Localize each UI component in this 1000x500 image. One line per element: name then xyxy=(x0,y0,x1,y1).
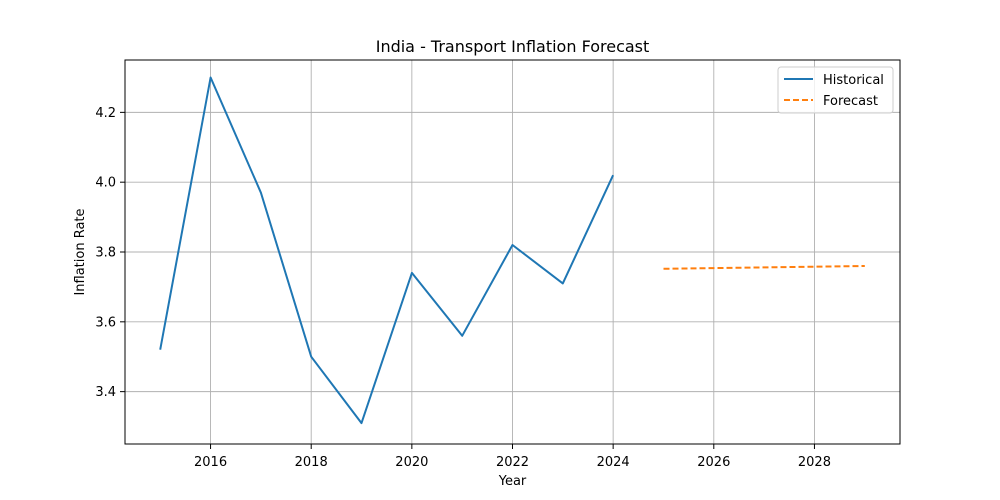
series-line-historical xyxy=(159,76,615,425)
x-tick-label: 2024 xyxy=(597,455,630,470)
x-tick-label: 2020 xyxy=(395,455,428,470)
legend-label-forecast: Forecast xyxy=(823,94,878,109)
x-tick-label: 2026 xyxy=(697,455,730,470)
legend-label-historical: Historical xyxy=(823,73,884,88)
y-tick-label: 3.6 xyxy=(95,315,116,330)
series-layer xyxy=(159,76,865,425)
y-tick-label: 3.4 xyxy=(95,385,116,400)
grid-layer xyxy=(125,60,900,444)
series-line-forecast xyxy=(663,265,865,270)
x-tick-label: 2016 xyxy=(194,455,227,470)
chart-title: India - Transport Inflation Forecast xyxy=(376,37,650,56)
y-tick-label: 4.0 xyxy=(95,176,116,191)
x-tick-label: 2028 xyxy=(798,455,831,470)
legend: Historical Forecast xyxy=(777,66,894,114)
x-tick-label: 2022 xyxy=(496,455,529,470)
y-tick-label: 4.2 xyxy=(95,106,116,121)
y-axis-label: Inflation Rate xyxy=(73,208,88,295)
x-tick-label: 2018 xyxy=(295,455,328,470)
x-axis-label: Year xyxy=(498,474,527,489)
tick-layer: 2016 2018 2020 2022 2024 2026 2028 3.4 3.6 3.8 4.0… xyxy=(95,106,831,470)
y-tick-label: 3.8 xyxy=(95,246,116,261)
